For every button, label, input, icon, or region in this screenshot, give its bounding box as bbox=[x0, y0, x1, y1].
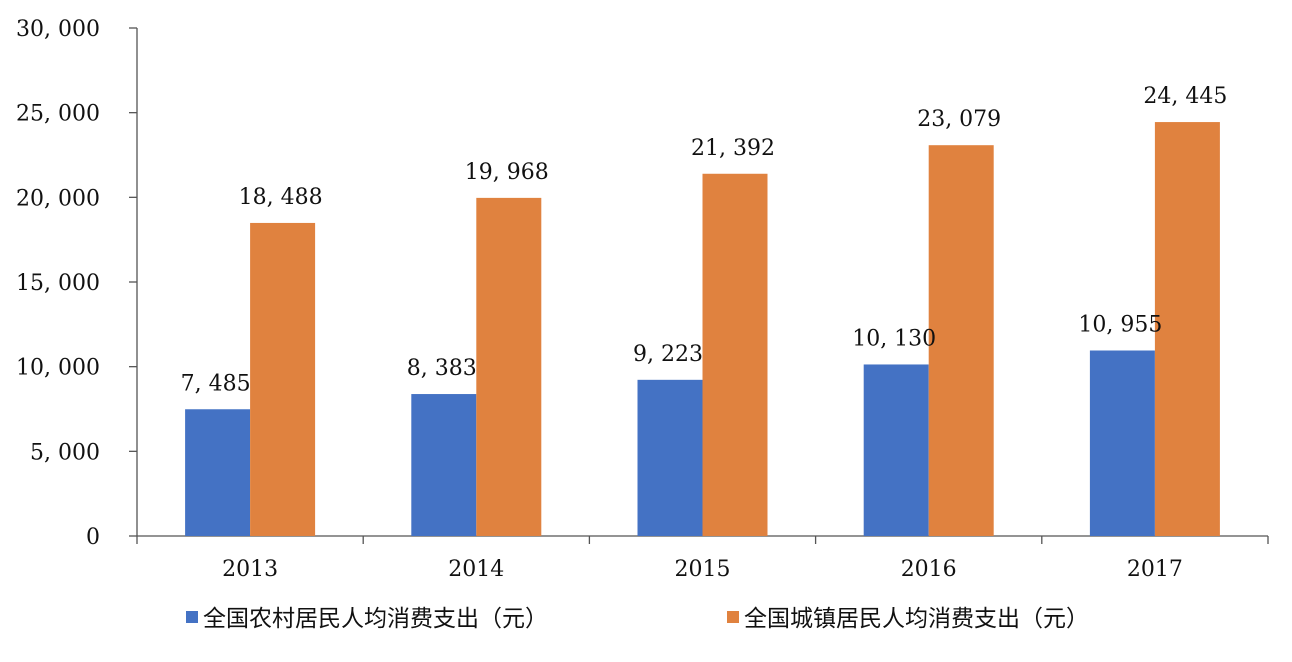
legend-label-rural: 全国农村居民人均消费支出（元） bbox=[203, 606, 548, 632]
data-label-urban-2017: 24, 445 bbox=[1143, 84, 1227, 109]
data-label-rural-2013: 7, 485 bbox=[181, 371, 251, 396]
y-axis: 0 5, 000 10, 000 15, 000 20, 000 25, 000 30, 0… bbox=[16, 17, 138, 550]
bar-rural-2015 bbox=[637, 379, 703, 536]
x-tick-label: 2014 bbox=[448, 557, 504, 582]
data-label-urban-2013: 18, 488 bbox=[239, 185, 323, 210]
x-axis: 2013 2014 2015 2016 2017 bbox=[136, 535, 1269, 582]
y-tick-label: 15, 000 bbox=[16, 271, 100, 296]
x-tick-label: 2017 bbox=[1127, 557, 1183, 582]
bar-rural-2017 bbox=[1089, 350, 1155, 536]
legend-swatch-rural bbox=[186, 611, 198, 623]
bar-urban-2013 bbox=[250, 222, 316, 537]
bar-rural-2014 bbox=[411, 394, 477, 536]
legend-label-urban: 全国城镇居民人均消费支出（元） bbox=[744, 606, 1089, 632]
y-tick-label: 25, 000 bbox=[16, 102, 100, 127]
bar-urban-2014 bbox=[476, 197, 542, 537]
y-tick-label: 20, 000 bbox=[16, 186, 100, 211]
bar-rural-2016 bbox=[863, 364, 929, 536]
bars bbox=[185, 122, 1220, 537]
y-tick-label: 5, 000 bbox=[30, 440, 100, 465]
x-tick-label: 2015 bbox=[675, 557, 731, 582]
data-label-rural-2016: 10, 130 bbox=[852, 326, 936, 351]
bar-rural-2013 bbox=[185, 409, 251, 536]
data-labels: 7, 485 18, 488 8, 383 19, 968 9, 223 21, 392 1… bbox=[181, 84, 1228, 396]
data-label-urban-2014: 19, 968 bbox=[465, 160, 549, 185]
data-label-urban-2015: 21, 392 bbox=[691, 136, 775, 161]
legend-swatch-urban bbox=[727, 611, 739, 623]
y-tick-label: 10, 000 bbox=[16, 356, 100, 381]
data-label-rural-2014: 8, 383 bbox=[407, 356, 477, 381]
data-label-rural-2017: 10, 955 bbox=[1078, 312, 1162, 337]
bar-urban-2016 bbox=[928, 145, 994, 536]
data-label-rural-2015: 9, 223 bbox=[633, 342, 703, 367]
x-tick-label: 2013 bbox=[222, 557, 278, 582]
legend: 全国农村居民人均消费支出（元） 全国城镇居民人均消费支出（元） bbox=[186, 606, 1089, 632]
y-tick-label: 30, 000 bbox=[16, 17, 100, 42]
bar-urban-2017 bbox=[1154, 122, 1220, 536]
y-tick-label: 0 bbox=[86, 525, 100, 550]
bar-urban-2015 bbox=[702, 173, 768, 536]
data-label-urban-2016: 23, 079 bbox=[917, 107, 1001, 132]
x-tick-label: 2016 bbox=[901, 557, 957, 582]
